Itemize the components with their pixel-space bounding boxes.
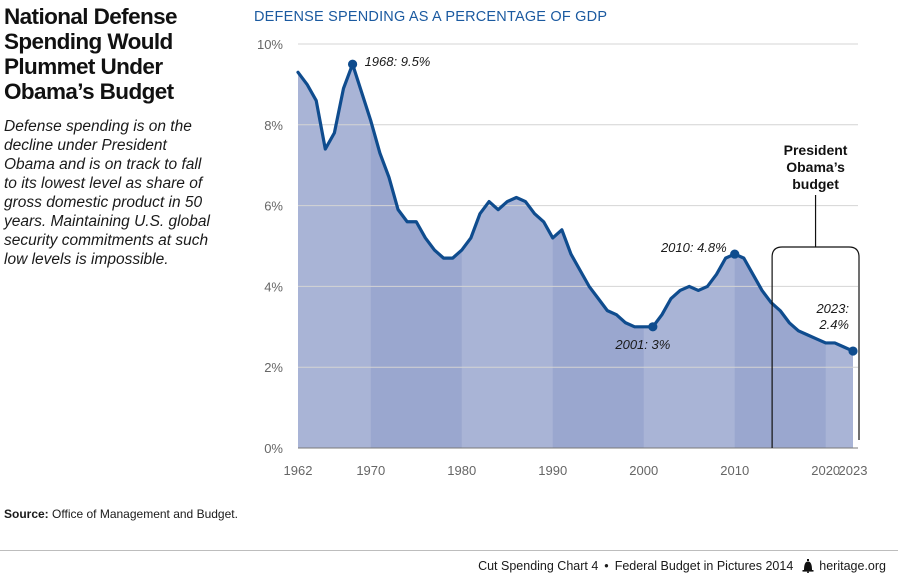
bracket-label: President Obama’s budget xyxy=(784,142,848,192)
page-description: Defense spending is on the decline under… xyxy=(4,118,210,268)
x-tick-label: 1990 xyxy=(538,463,567,478)
annotation-label: 2010: 4.8% xyxy=(660,240,727,255)
decade-band xyxy=(552,64,644,448)
footer: Cut Spending Chart 4 • Federal Budget in… xyxy=(478,559,886,573)
annotation-point xyxy=(730,249,740,259)
footer-divider xyxy=(0,550,898,551)
y-tick-label: 6% xyxy=(264,199,283,214)
series-line xyxy=(296,62,855,353)
x-tick-label: 2000 xyxy=(629,463,658,478)
y-tick-label: 8% xyxy=(264,118,283,133)
annotation-point xyxy=(848,346,858,356)
x-tick-label: 1980 xyxy=(447,463,476,478)
area-chart: 0% 2% 4% 6% 8% 10% 1962 1970 1980 1990 2000 2010 202… xyxy=(257,37,868,478)
source-label: Source: xyxy=(4,507,49,521)
footer-site: heritage.org xyxy=(819,559,886,573)
source-text: Office of Management and Budget. xyxy=(52,507,238,521)
y-tick-label: 4% xyxy=(264,279,283,294)
y-tick-label: 10% xyxy=(257,37,283,52)
decade-band xyxy=(370,64,462,448)
footer-bullet: • xyxy=(604,559,609,573)
annotation-point xyxy=(347,59,358,69)
page-title: National Defense Spending Would Plummet … xyxy=(4,4,178,104)
x-tick-label: 2023 xyxy=(839,463,868,478)
y-tick-label: 2% xyxy=(264,360,283,375)
x-tick-label: 1970 xyxy=(356,463,385,478)
annotation-label: 2023: 2.4% xyxy=(815,301,849,332)
footer-chart-label: Cut Spending Chart 4 xyxy=(478,559,599,573)
x-tick-label: 1962 xyxy=(284,463,313,478)
x-tick-label: 2020 xyxy=(811,463,840,478)
decade-band xyxy=(734,64,826,448)
source-note: Source: Office of Management and Budget. xyxy=(4,507,238,521)
y-tick-label: 0% xyxy=(264,441,283,456)
liberty-bell-icon xyxy=(802,559,814,573)
chart-title: DEFENSE SPENDING AS A PERCENTAGE OF GDP xyxy=(254,9,608,25)
x-tick-label: 2010 xyxy=(720,463,749,478)
annotation-label: 2001: 3% xyxy=(614,337,670,352)
annotation-point xyxy=(648,322,658,332)
annotation-label: 1968: 9.5% xyxy=(365,54,431,69)
footer-publication: Federal Budget in Pictures 2014 xyxy=(614,559,794,573)
